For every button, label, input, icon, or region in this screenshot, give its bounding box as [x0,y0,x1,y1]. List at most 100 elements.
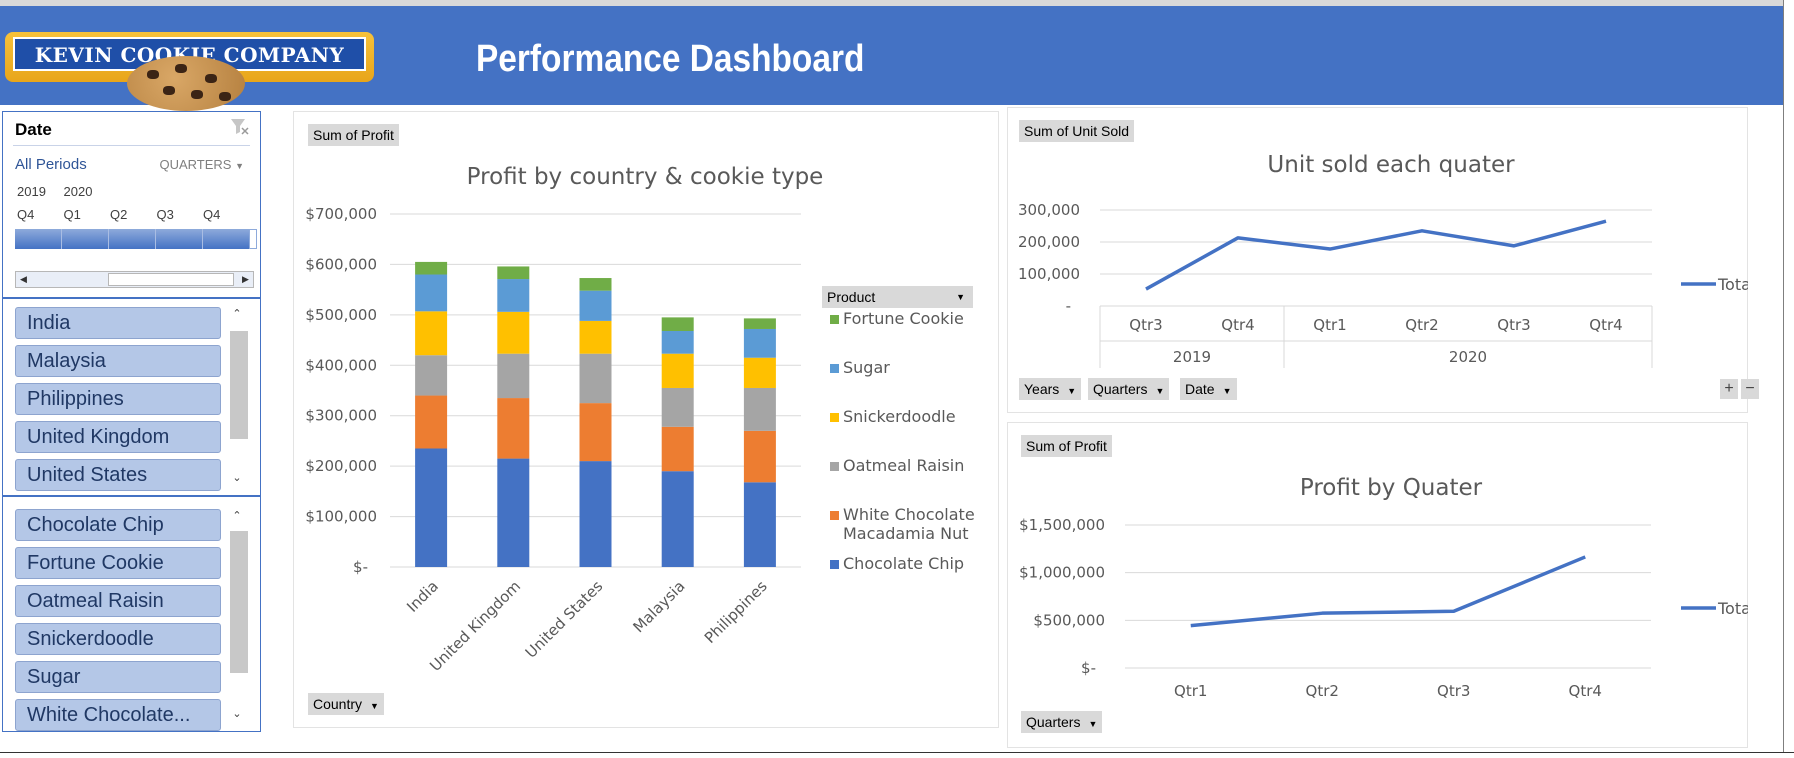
slicer-item-fortune-cookie[interactable]: Fortune Cookie [15,547,221,579]
bar-segment [579,278,612,291]
slicer-item-united-states[interactable]: United States [15,459,221,491]
chevron-down-icon: ▼ [1088,719,1098,729]
bar-segment [415,355,448,396]
product-slicer[interactable]: Chocolate Chip Fortune Cookie Oatmeal Ra… [2,496,261,732]
sum-of-profit-field-button[interactable]: Sum of Profit [1021,435,1112,457]
bar-segment [661,426,694,472]
field-button-label: Years [1024,381,1060,397]
unit-sold-chart: Unit sold each quater - 100,000 200,000 300,… [1018,152,1748,368]
legend-swatch [830,364,839,373]
unit-sold-panel [1007,107,1748,413]
bar-segment [743,357,776,388]
years-axis-button[interactable]: Years ▼ [1019,378,1082,400]
y-tick-label: $100,000 [305,508,377,526]
clear-filter-icon[interactable] [230,118,250,141]
x-tick-label: Qtr2 [1306,682,1339,700]
y-tick-label: $600,000 [305,255,377,273]
field-button-label: Product [827,289,876,305]
sum-of-unit-sold-field-button[interactable]: Sum of Unit Sold [1019,120,1135,142]
y-tick-label: $700,000 [305,205,377,223]
x-tick-label: Qtr3 [1129,316,1162,334]
expand-plus-button[interactable]: + [1720,379,1738,399]
country-axis-button[interactable]: Country ▼ [308,693,384,715]
field-button-label: Country [313,696,363,712]
y-tick-label: $500,000 [1033,611,1105,629]
bar-segment [497,353,530,399]
slicer-item-oatmeal-raisin[interactable]: Oatmeal Raisin [15,585,221,617]
timeline-quarters: Q4 Q1 Q2 Q3 Q4 [17,207,250,222]
timeline-quarter: Q4 [203,207,221,222]
profit-by-quarter-chart: Profit by Quater $- $500,000 $1,000,000 $1,5… [1019,475,1748,700]
country-slicer[interactable]: India Malaysia Philippines United Kingdo… [2,298,261,496]
slicer-item-malaysia[interactable]: Malaysia [15,345,221,377]
bar-segment [661,471,694,567]
scroll-up-icon[interactable]: ⌃ [232,510,242,522]
legend-label: White Chocolate Macadamia Nut [843,505,975,543]
legend-label: Total [1717,275,1748,294]
scroll-thumb[interactable] [230,531,248,673]
legend-label: Fortune Cookie [843,309,964,328]
x-tick-label: Qtr1 [1313,316,1346,334]
x-tick-label: United States [522,577,607,662]
scroll-thumb[interactable] [108,273,234,286]
scroll-right-icon[interactable]: ▶ [242,274,249,284]
timeline-handle[interactable] [249,229,257,249]
product-legend-button[interactable]: Product ▼ [822,286,973,308]
date-axis-button[interactable]: Date ▼ [1180,378,1237,400]
scroll-down-icon[interactable]: ⌄ [232,472,242,484]
y-tick-label: 300,000 [1018,201,1080,219]
scroll-down-icon[interactable]: ⌄ [232,708,242,720]
slicer-item-india[interactable]: India [15,307,221,339]
date-timeline-slicer[interactable]: Date All Periods QUARTERS ▼ 2019 2020 Q4… [2,111,261,298]
scroll-up-icon[interactable]: ⌃ [232,308,242,320]
x-tick-label: Qtr4 [1589,316,1622,334]
x-tick-label: Malaysia [629,577,688,636]
country-slicer-scrollbar[interactable]: ⌃ ⌄ [227,305,248,491]
scroll-left-icon[interactable]: ◀ [20,274,27,284]
timeline-scrollbar[interactable]: ◀ ▶ [15,271,254,288]
divider [13,145,250,146]
slicer-item-white-chocolate[interactable]: White Chocolate... [15,699,221,731]
product-slicer-scrollbar[interactable]: ⌃ ⌄ [227,507,248,729]
bar-segment [497,458,530,567]
slicer-item-snickerdoodle[interactable]: Snickerdoodle [15,623,221,655]
bar-segment [661,353,694,388]
legend-label: Sugar [843,358,890,377]
scroll-thumb[interactable] [230,331,248,439]
bar-segment [579,353,612,404]
timeline-selection-bar[interactable] [15,229,257,249]
chart-title: Profit by country & cookie type [467,164,824,190]
profit-by-quarter-panel [1007,422,1748,748]
quarters-axis-button[interactable]: Quarters ▼ [1088,378,1170,400]
slicer-item-chocolate-chip[interactable]: Chocolate Chip [15,509,221,541]
time-level-dropdown[interactable]: QUARTERS ▼ [159,157,244,172]
field-button-label: Sum of Profit [1026,438,1107,454]
timeline-year: 2020 [63,184,93,199]
chip [163,86,175,95]
y-tick-label: - [1066,297,1071,315]
slicer-item-philippines[interactable]: Philippines [15,383,221,415]
series-line-total [1145,219,1607,291]
timeline-quarter: Q2 [110,207,128,222]
slicer-item-united-kingdom[interactable]: United Kingdom [15,421,221,453]
field-button-label: Sum of Profit [313,127,394,143]
y-tick-label: $- [353,558,368,576]
timeline-quarter: Q1 [63,207,81,222]
collapse-minus-button[interactable]: − [1741,379,1759,399]
y-tick-label: $200,000 [305,457,377,475]
timeline-quarter: Q3 [156,207,174,222]
slicer-item-sugar[interactable]: Sugar [15,661,221,693]
bar-segment [415,395,448,449]
chip [219,92,231,101]
tick [61,229,62,249]
quarters-axis-button[interactable]: Quarters ▼ [1021,711,1103,733]
bar-segment [415,261,448,275]
dashboard-header: KEVIN COOKIE COMPANY Performance Dashboa… [0,6,1783,111]
y-tick-label: 100,000 [1018,265,1080,283]
x-tick-label: India [403,577,442,616]
x-tick-label: Qtr1 [1174,682,1207,700]
sum-of-profit-field-button[interactable]: Sum of Profit [308,124,399,146]
window-top-border [0,0,1794,6]
legend-label: Oatmeal Raisin [843,456,964,475]
field-button-label: Quarters [1093,381,1148,397]
